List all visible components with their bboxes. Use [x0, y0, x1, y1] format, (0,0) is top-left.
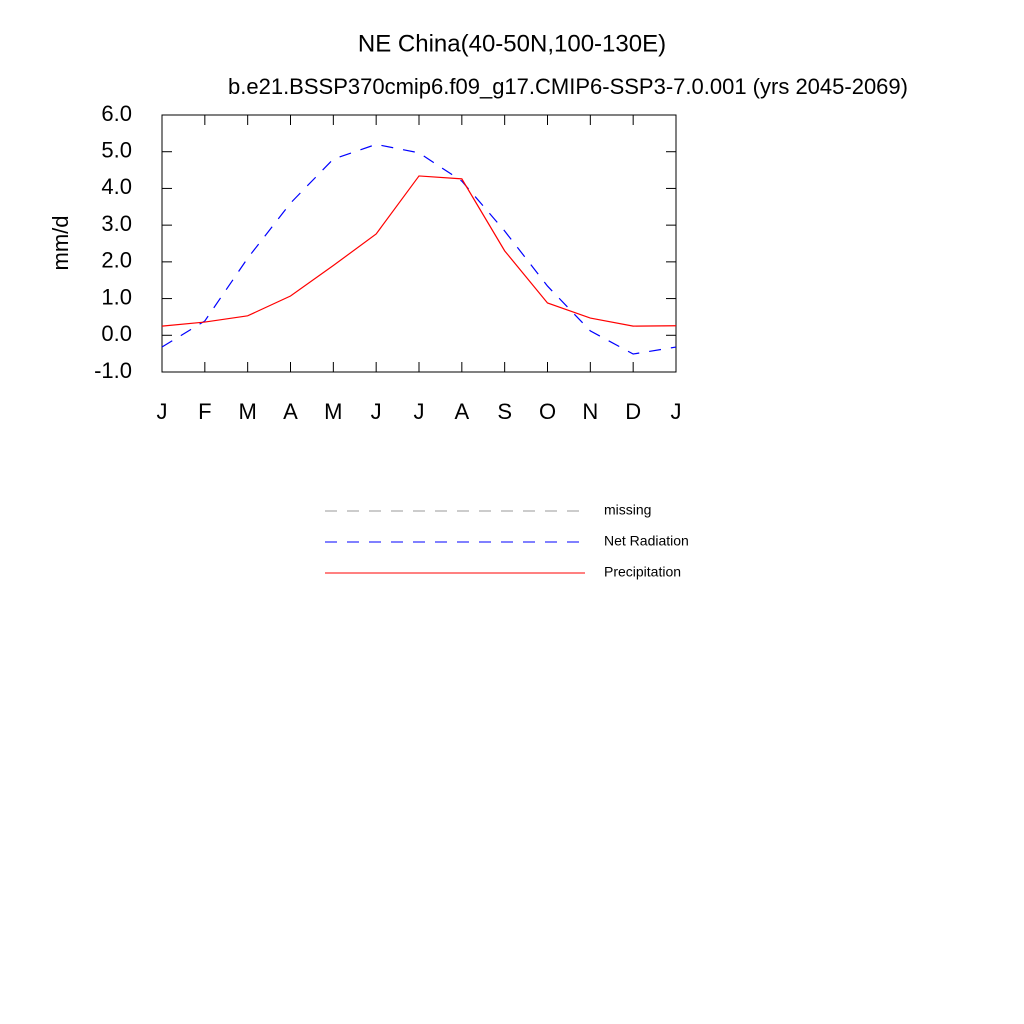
y-tick-label: 3.0 — [101, 211, 132, 236]
x-tick-label: N — [582, 399, 598, 424]
chart-subtitle: b.e21.BSSP370cmip6.f09_g17.CMIP6-SSP3-7.… — [228, 74, 908, 99]
x-tick-label: S — [497, 399, 512, 424]
x-tick-label: J — [414, 399, 425, 424]
x-tick-label: J — [157, 399, 168, 424]
y-tick-label: 2.0 — [101, 248, 132, 273]
y-tick-label: 6.0 — [101, 101, 132, 126]
x-tick-label: A — [454, 399, 469, 424]
y-tick-label: 1.0 — [101, 284, 132, 309]
series-line — [161, 175, 677, 327]
x-tick-label: M — [239, 399, 257, 424]
x-tick-label: O — [539, 399, 556, 424]
legend-label: missing — [604, 502, 651, 518]
x-tick-label: D — [625, 399, 641, 424]
chart-title: NE China(40-50N,100-130E) — [358, 30, 666, 57]
series-line — [161, 143, 677, 355]
y-tick-label: -1.0 — [94, 358, 132, 383]
legend-label: Precipitation — [604, 564, 681, 580]
y-tick-label: 0.0 — [101, 321, 132, 346]
x-tick-label: J — [671, 399, 682, 424]
legend-label: Net Radiation — [604, 533, 689, 549]
y-tick-label: 5.0 — [101, 138, 132, 163]
y-tick-label: 4.0 — [101, 174, 132, 199]
x-tick-label: F — [198, 399, 211, 424]
y-axis-label: mm/d — [48, 216, 73, 271]
x-tick-label: J — [371, 399, 382, 424]
x-tick-label: M — [324, 399, 342, 424]
x-tick-label: A — [283, 399, 298, 424]
